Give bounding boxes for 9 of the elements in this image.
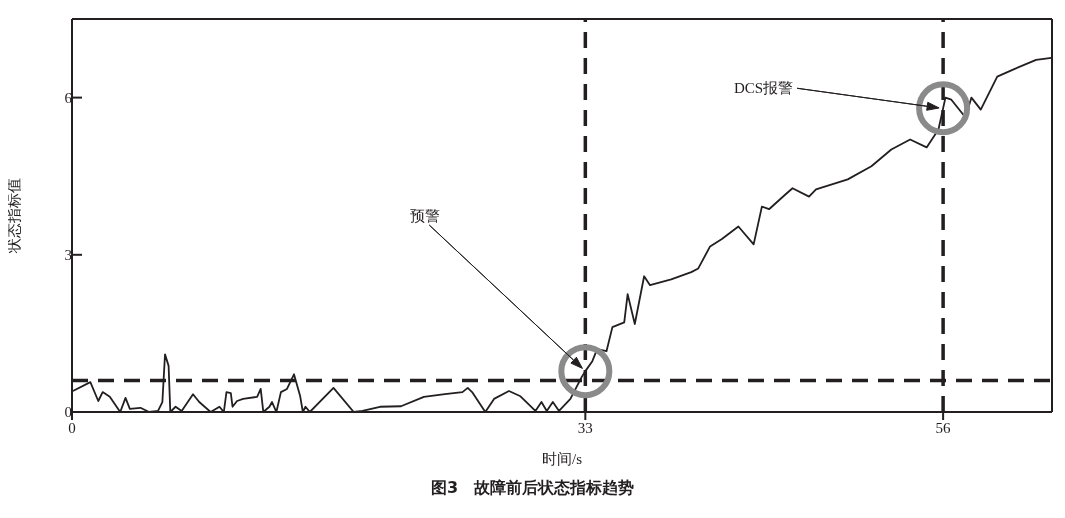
annotation: 预警 — [410, 208, 441, 225]
x-axis-title: 时间/s — [541, 451, 583, 467]
x-tick-label: 33 — [577, 419, 593, 436]
y-tick-label: 0 — [64, 404, 72, 421]
y-tick-label: 3 — [64, 247, 72, 264]
annotation: DCS报警 — [733, 80, 794, 97]
y-tick-label: 6 — [64, 89, 73, 106]
text: 图3 故障前后状态指标趋势 — [429, 478, 636, 499]
x-tick-label: 56 — [935, 419, 952, 436]
